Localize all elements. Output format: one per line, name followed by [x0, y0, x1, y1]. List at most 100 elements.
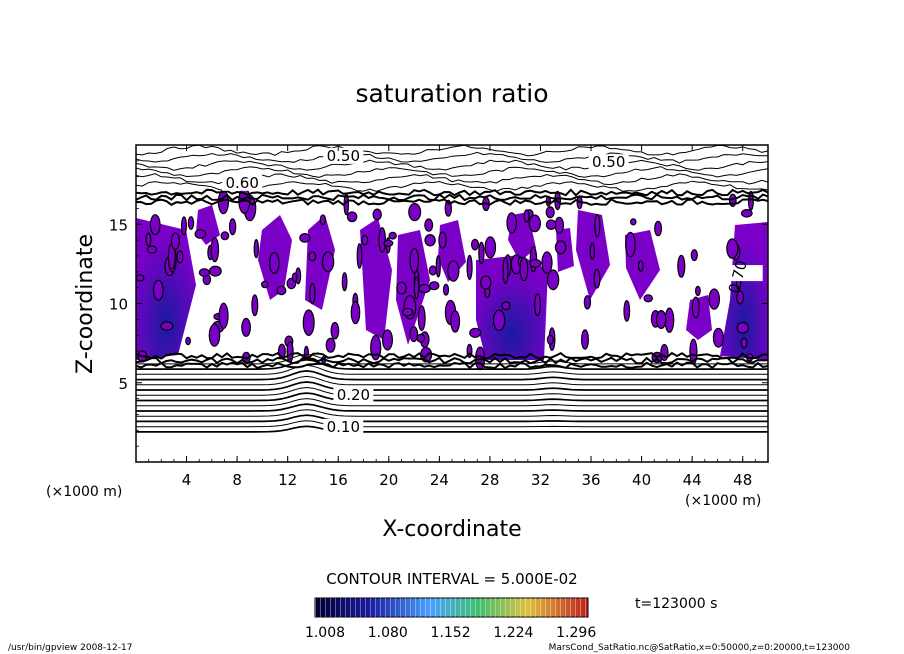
supersaturation-speck: [152, 279, 164, 301]
supersaturation-speck: [409, 247, 420, 274]
colorbar-tick-label: 1.296: [556, 625, 596, 641]
contour-label-bg: [323, 418, 364, 435]
contour-line: [136, 198, 768, 207]
supersaturation-speck: [442, 283, 450, 296]
supersaturation-speck: [413, 276, 420, 300]
y-tick-label: 10: [109, 296, 128, 314]
contour-line: [136, 375, 768, 386]
supersaturation-speck: [480, 275, 492, 290]
supersaturation-speck: [218, 302, 229, 329]
colorbar-tick-label: 1.152: [431, 625, 471, 641]
supersaturation-speck: [309, 283, 316, 305]
supersaturation-speck: [321, 251, 335, 273]
x-tick-label: 40: [632, 471, 651, 489]
x-unit-label-right: (×1000 m): [685, 493, 761, 509]
x-tick-label: 4: [182, 471, 192, 489]
x-axis-title: X-coordinate: [382, 517, 521, 542]
supersaturation-speck: [418, 283, 431, 294]
contour-line: [136, 425, 768, 433]
contour-label: 0.60: [225, 174, 258, 192]
colorbar-tick-label: 1.080: [368, 625, 408, 641]
supersaturation-speck: [160, 321, 174, 331]
supersaturation-speck: [241, 317, 252, 337]
supersaturation-speck: [253, 239, 259, 259]
contour-line: [136, 364, 768, 375]
supersaturation-speck: [299, 232, 311, 243]
supersaturation-speck: [149, 214, 161, 236]
supersaturation-speck: [341, 272, 348, 292]
supersaturation-speck: [408, 203, 422, 222]
supersaturation-speck: [478, 241, 485, 265]
contour-line: [136, 145, 768, 157]
contour-label-bg: [588, 154, 629, 171]
contour-line: [136, 392, 768, 402]
colorbar-stripes: [315, 598, 588, 617]
supersaturation-speck: [534, 293, 541, 317]
supersaturation-speck: [695, 285, 701, 297]
contour-line: [136, 358, 768, 370]
supersaturation-speck: [583, 295, 592, 310]
supersaturation-speck: [506, 212, 517, 234]
supersaturation-speck: [210, 237, 220, 263]
supersaturation-speck: [747, 190, 754, 211]
supersaturation-speck: [228, 218, 237, 236]
contour-line: [136, 356, 768, 365]
supersaturation-speck: [736, 321, 750, 334]
supersaturation-speck: [593, 268, 601, 289]
supersaturation-speck: [176, 250, 184, 264]
supersaturation-speck: [435, 255, 441, 278]
supersaturation-speck: [417, 305, 426, 332]
supersaturation-speck: [447, 260, 460, 282]
contour-line: [136, 351, 768, 360]
supersaturation-speck: [469, 327, 482, 338]
supersaturation-speck: [546, 334, 554, 345]
supersaturation-speck: [136, 274, 145, 282]
contour-line: [136, 159, 768, 171]
supersaturation-speck: [396, 281, 407, 295]
supersaturation-speck: [187, 216, 195, 230]
supersaturation-speck: [438, 231, 447, 249]
supersaturation-speck: [523, 209, 530, 223]
contour-interval-label: CONTOUR INTERVAL = 5.000E-02: [326, 570, 577, 588]
x-tick-label: 44: [683, 471, 702, 489]
supersaturation-speck: [428, 281, 440, 291]
supersaturation-speck: [198, 268, 210, 277]
supersaturation-speck: [466, 254, 473, 280]
chart-title: saturation ratio: [355, 79, 548, 108]
supersaturation-speck: [181, 216, 188, 236]
supersaturation-speck: [655, 310, 667, 330]
supersaturation-speck: [330, 321, 340, 340]
contour-line: [136, 381, 768, 391]
supersaturation-speck: [501, 301, 511, 311]
supersaturation-speck: [291, 272, 298, 283]
supersaturation-speck: [712, 327, 725, 348]
supersaturation-speck: [428, 265, 437, 276]
supersaturation-speck: [545, 219, 557, 230]
supersaturation-speck: [740, 209, 753, 218]
supersaturation-speck: [492, 309, 506, 332]
supersaturation-speck: [708, 288, 720, 310]
supersaturation-speck: [580, 329, 589, 350]
supersaturation-speck: [484, 236, 497, 259]
x-tick-label: 20: [379, 471, 398, 489]
supersaturation-speck: [416, 333, 426, 343]
supersaturation-speck: [356, 243, 363, 269]
supersaturation-speck: [541, 251, 553, 275]
supersaturation-speck: [450, 310, 461, 333]
contour-label-bg: [333, 387, 374, 404]
supersaturation-speck: [370, 334, 382, 361]
supersaturation-speck: [409, 326, 419, 343]
supersaturation-speck: [194, 229, 207, 239]
supersaturation-speck: [372, 208, 382, 221]
contour-line: [136, 420, 768, 428]
x-tick-label: 16: [329, 471, 348, 489]
supersaturation-speck: [625, 231, 636, 258]
supersaturation-speck: [220, 231, 230, 241]
x-tick-label: 28: [480, 471, 499, 489]
supersaturation-speck: [691, 296, 700, 319]
supersaturation-speck: [589, 242, 596, 260]
time-label: t=123000 s: [635, 596, 717, 612]
contour-line: [136, 166, 768, 178]
contour-line: [136, 151, 768, 164]
contour-line: [136, 193, 768, 202]
